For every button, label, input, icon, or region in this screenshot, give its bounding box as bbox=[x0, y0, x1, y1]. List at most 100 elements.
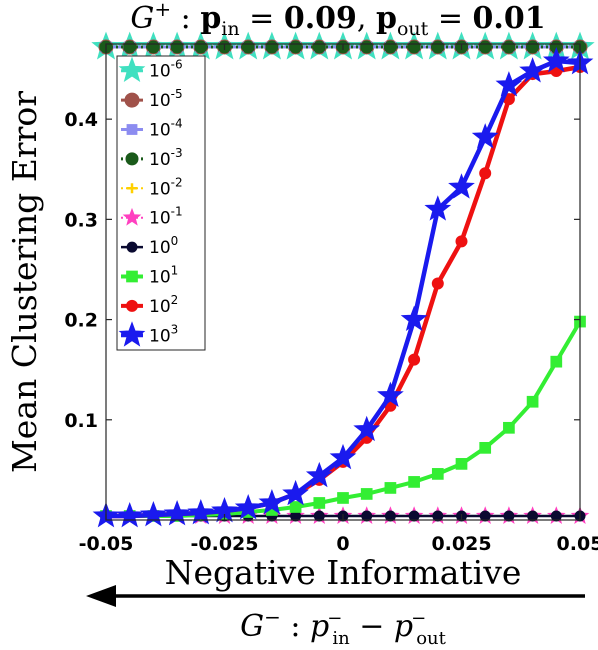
data-point bbox=[163, 499, 191, 526]
data-point bbox=[289, 501, 302, 513]
data-point bbox=[448, 173, 475, 199]
data-point bbox=[170, 40, 184, 54]
x-subtitle: G− : p− in − p− out bbox=[240, 605, 447, 646]
legend-entry: 100 bbox=[121, 234, 178, 258]
legend-entry: 101 bbox=[121, 264, 178, 288]
legend-marker bbox=[126, 299, 138, 312]
data-point bbox=[495, 71, 523, 97]
data-point bbox=[266, 504, 278, 516]
x-tick-label: -0.025 bbox=[191, 533, 259, 555]
data-point bbox=[526, 40, 540, 54]
legend-marker bbox=[125, 152, 139, 166]
data-point bbox=[431, 468, 444, 480]
legend: 10-6 10-5 10-4 10-3 10-2 10-1 100 101 102 103 bbox=[116, 55, 206, 351]
data-point bbox=[289, 40, 303, 54]
data-point bbox=[194, 40, 208, 54]
data-point bbox=[265, 40, 279, 54]
data-point bbox=[313, 510, 325, 522]
data-point bbox=[455, 458, 468, 470]
legend-label: 10-6 bbox=[149, 58, 183, 82]
data-point bbox=[383, 40, 397, 54]
legend-marker bbox=[126, 124, 138, 135]
data-point bbox=[329, 443, 357, 470]
y-tick-label: 0.2 bbox=[64, 310, 98, 332]
title-text: G+ : pin = 0.09, pout = 0.01 bbox=[130, 0, 545, 40]
data-point bbox=[241, 40, 255, 54]
data-point bbox=[384, 510, 396, 522]
data-point bbox=[408, 476, 420, 488]
legend-marker bbox=[126, 270, 138, 283]
data-point bbox=[550, 355, 563, 368]
legend-label: 102 bbox=[149, 293, 178, 317]
x-tick-label: -0.05 bbox=[79, 533, 134, 555]
data-point bbox=[123, 40, 137, 54]
data-point bbox=[479, 510, 491, 522]
data-point bbox=[503, 510, 515, 522]
data-point bbox=[408, 353, 421, 366]
data-point bbox=[234, 493, 262, 520]
x-tick-label: 0 bbox=[336, 533, 349, 555]
data-point bbox=[502, 40, 516, 54]
legend-marker bbox=[127, 183, 137, 194]
data-point bbox=[360, 40, 374, 54]
data-point bbox=[424, 195, 452, 221]
legend-label: 10-1 bbox=[149, 205, 183, 229]
data-point bbox=[377, 381, 404, 408]
data-point bbox=[550, 510, 562, 522]
data-point bbox=[542, 46, 570, 73]
x-tick-label: 0.05 bbox=[557, 533, 598, 555]
legend-label: 100 bbox=[149, 234, 178, 258]
y-tick-label: 0.4 bbox=[64, 109, 98, 131]
axes: -0.05 -0.025 0 0.025 0.05 0.1 0.2 0.3 0.4 Mean Cl… bbox=[5, 43, 598, 592]
data-point bbox=[305, 461, 333, 488]
data-point bbox=[384, 482, 397, 494]
legend-marker bbox=[122, 207, 142, 226]
legend-marker bbox=[118, 56, 146, 83]
legend-label: 101 bbox=[149, 264, 178, 288]
y-axis-label: Mean Clustering Error bbox=[5, 91, 44, 473]
data-point bbox=[526, 395, 539, 408]
legend-marker bbox=[124, 92, 140, 108]
legend-entry: 10-1 bbox=[121, 205, 183, 229]
legend-entry: 10-3 bbox=[121, 146, 183, 170]
legend-marker bbox=[118, 321, 146, 347]
legend-entry: 10-2 bbox=[121, 175, 183, 199]
data-point bbox=[503, 421, 515, 434]
x-axis-label: Negative Informative bbox=[165, 553, 522, 592]
data-point bbox=[282, 479, 309, 506]
data-point bbox=[431, 277, 444, 290]
data-point bbox=[187, 498, 215, 525]
x-tick-label: 0.025 bbox=[431, 533, 491, 555]
data-point bbox=[361, 510, 373, 522]
data-point bbox=[360, 488, 373, 500]
data-point bbox=[519, 57, 546, 83]
data-point bbox=[432, 510, 444, 522]
data-point bbox=[312, 40, 326, 54]
y-tick-label: 0.3 bbox=[64, 209, 98, 231]
legend-label: 10-5 bbox=[149, 87, 183, 111]
data-point bbox=[313, 497, 326, 509]
legend-label: 10-4 bbox=[149, 117, 183, 141]
data-point bbox=[455, 235, 468, 248]
data-point bbox=[527, 510, 539, 522]
data-point bbox=[146, 40, 160, 54]
data-point bbox=[431, 40, 445, 54]
left-arrow-icon bbox=[86, 585, 116, 607]
data-point bbox=[471, 123, 499, 149]
data-point bbox=[258, 488, 286, 515]
data-point bbox=[479, 441, 492, 454]
legend-label: 10-3 bbox=[149, 146, 183, 170]
data-point bbox=[478, 40, 492, 54]
data-point bbox=[353, 415, 381, 442]
data-point bbox=[408, 510, 420, 522]
legend-label: 10-2 bbox=[149, 175, 183, 199]
legend-entry: 102 bbox=[121, 293, 178, 317]
legend-entry: 10-5 bbox=[121, 87, 183, 111]
data-point bbox=[116, 501, 144, 528]
legend-entry: 10-6 bbox=[118, 56, 183, 83]
data-point bbox=[479, 167, 492, 180]
legend-entry: 10-4 bbox=[121, 117, 183, 141]
legend-entry: 103 bbox=[118, 321, 178, 347]
